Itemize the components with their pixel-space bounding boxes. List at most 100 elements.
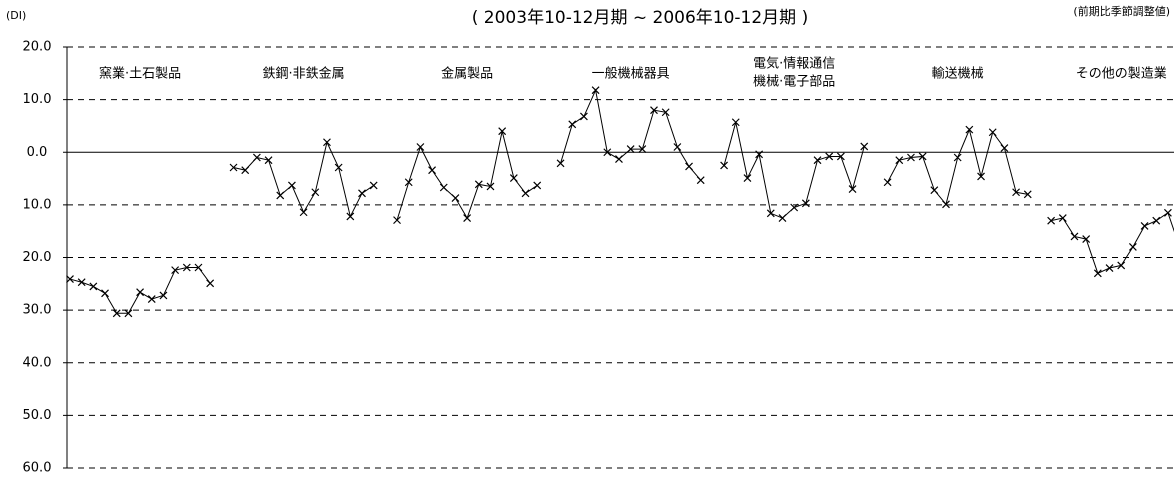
marker: [591, 86, 600, 95]
marker: [428, 166, 437, 175]
marker: [650, 106, 658, 115]
marker: [182, 263, 191, 272]
y-tick-label: 20.0: [23, 40, 52, 55]
marker: [1070, 232, 1079, 241]
marker: [731, 118, 740, 127]
series-line: [560, 88, 702, 181]
marker: [720, 161, 729, 170]
marker: [334, 163, 343, 172]
marker: [147, 295, 156, 303]
marker: [766, 209, 775, 218]
marker: [755, 150, 764, 159]
marker: [276, 191, 285, 200]
y-tick-label: 30.0: [23, 303, 52, 318]
marker: [66, 275, 74, 284]
marker: [848, 185, 857, 194]
marker: [743, 174, 752, 182]
marker: [696, 176, 705, 185]
marker: [404, 178, 413, 187]
series-line: [887, 128, 1028, 206]
marker: [918, 152, 927, 161]
marker: [860, 142, 869, 151]
y-tick-label: 20.0: [23, 250, 52, 265]
marker: [299, 208, 308, 217]
marker: [836, 152, 845, 161]
marker: [89, 282, 98, 291]
marker: [673, 143, 682, 151]
marker: [953, 153, 962, 162]
marker: [895, 156, 904, 165]
marker: [159, 291, 168, 300]
marker: [813, 156, 822, 165]
marker: [661, 108, 670, 117]
marker: [463, 214, 472, 222]
marker: [568, 120, 577, 129]
marker: [206, 279, 215, 288]
marker: [1000, 144, 1009, 152]
marker: [101, 289, 109, 298]
marker: [1047, 216, 1056, 225]
group-label: 輸送機械: [932, 67, 984, 82]
marker: [638, 145, 647, 154]
marker: [1082, 235, 1091, 244]
group-label: 機械·電子部品: [753, 75, 835, 90]
marker: [1058, 214, 1067, 222]
marker: [988, 128, 997, 137]
marker: [930, 186, 939, 195]
marker: [1152, 216, 1161, 225]
marker: [626, 145, 635, 154]
marker: [77, 278, 86, 287]
marker: [112, 309, 121, 318]
marker: [556, 159, 565, 168]
marker: [1012, 188, 1021, 197]
marker: [439, 183, 448, 192]
marker: [124, 309, 133, 318]
marker: [603, 148, 612, 157]
marker: [229, 163, 238, 172]
marker: [509, 174, 518, 182]
marker: [171, 266, 180, 275]
marker: [323, 138, 331, 147]
group-label: 金属製品: [441, 66, 493, 82]
marker: [358, 189, 366, 198]
group-label: 鉄鋼·非鉄金属: [263, 66, 345, 82]
marker: [825, 152, 834, 161]
marker: [883, 178, 892, 187]
group-label: 電気·情報通信: [753, 56, 835, 72]
marker: [801, 199, 810, 208]
marker: [1023, 190, 1032, 199]
marker: [194, 263, 203, 272]
marker: [533, 181, 542, 190]
note: (前期比季節調整値): [1073, 4, 1170, 18]
marker: [252, 153, 261, 162]
marker: [790, 203, 799, 212]
marker: [615, 155, 623, 164]
series-line: [69, 266, 211, 314]
marker: [1117, 261, 1126, 270]
y-tick-label: 60.0: [23, 461, 52, 476]
marker: [498, 127, 507, 136]
y-unit-label: (DI): [6, 9, 26, 22]
y-tick-label: 40.0: [23, 355, 52, 370]
marker: [311, 188, 320, 197]
marker: [1093, 269, 1102, 278]
marker: [416, 143, 425, 151]
marker: [369, 181, 378, 190]
marker: [521, 189, 530, 198]
marker: [579, 112, 588, 121]
group-label: その他の製造業: [1076, 66, 1167, 82]
marker: [241, 166, 250, 175]
marker: [136, 288, 145, 297]
series-line: [723, 122, 865, 219]
group-label: 窯業·土石製品: [99, 66, 181, 82]
marker: [942, 200, 950, 209]
chart-title: ( 2003年10-12月期 ~ 2006年10-12月期 ): [472, 8, 808, 28]
marker: [451, 194, 460, 202]
y-tick-label: 10.0: [23, 197, 52, 212]
y-tick-label: 50.0: [23, 408, 52, 423]
marker: [1128, 243, 1137, 251]
marker: [264, 156, 273, 165]
marker: [1140, 222, 1149, 230]
marker: [287, 181, 296, 190]
